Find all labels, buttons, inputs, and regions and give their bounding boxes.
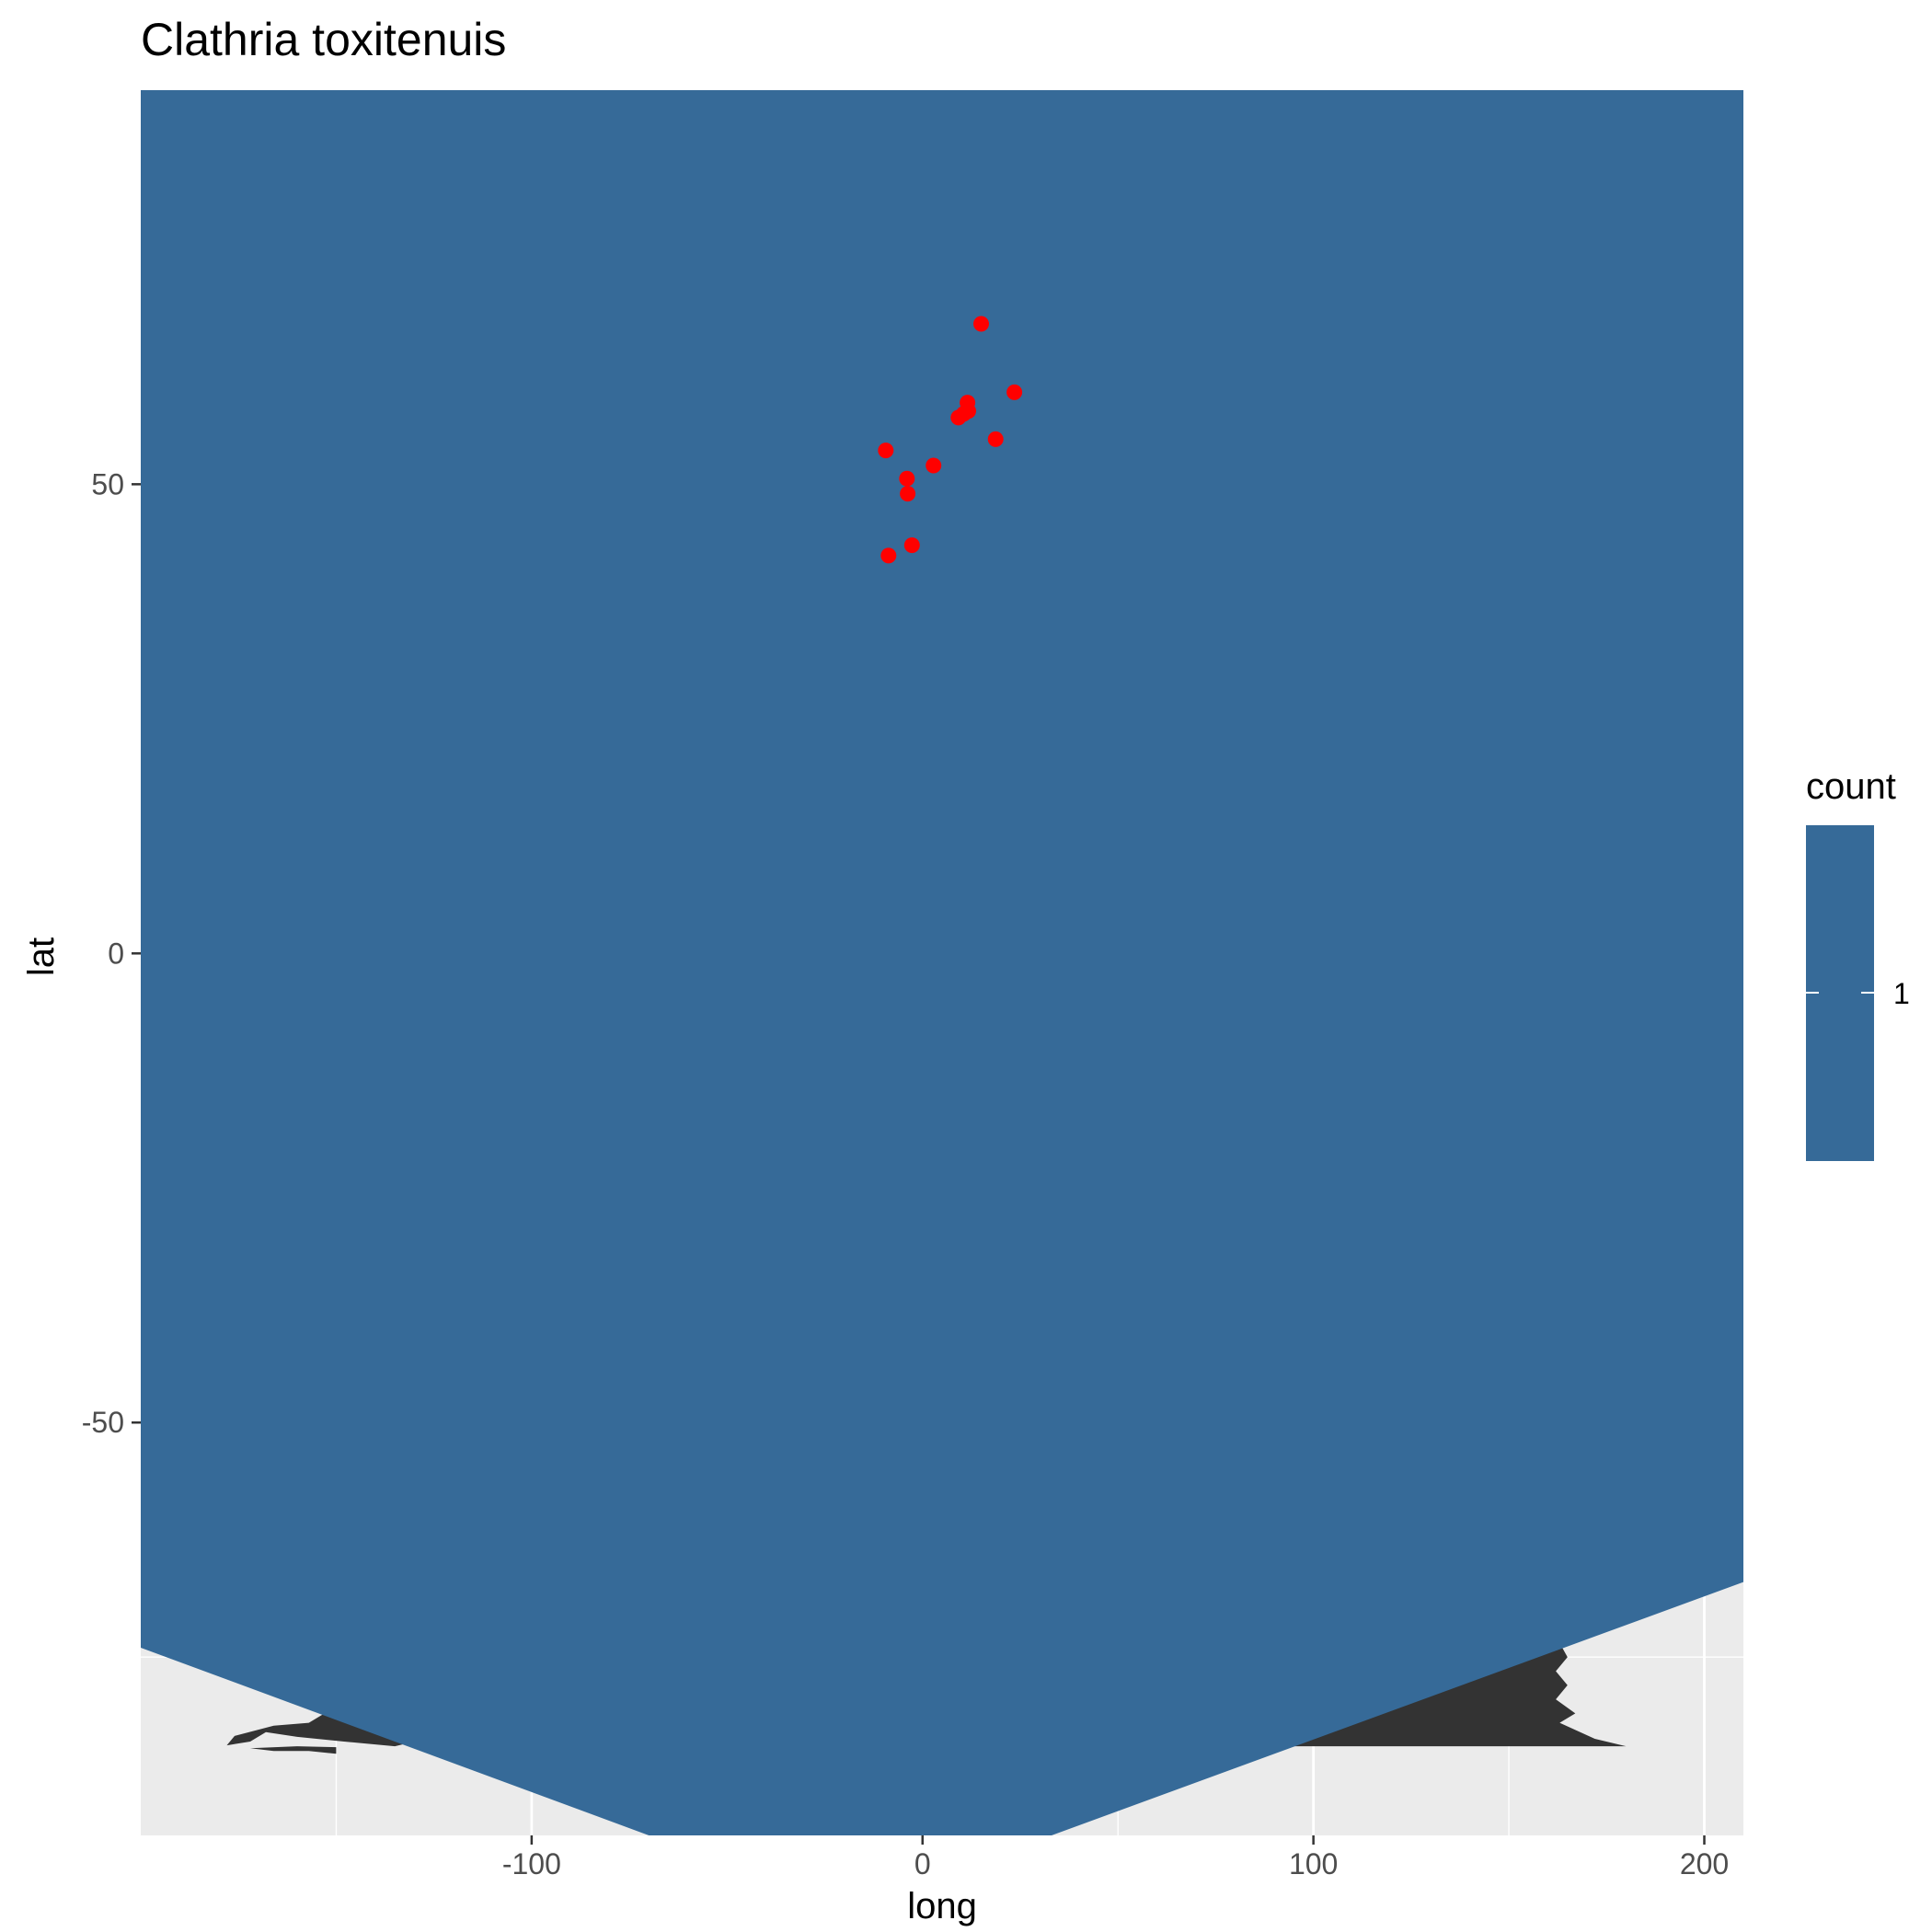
x-tick-label: 200 (1680, 1847, 1729, 1880)
y-axis: -50 0 50 (82, 467, 141, 1439)
x-tick-label: 100 (1289, 1847, 1338, 1880)
x-axis: -100 0 100 200 (502, 1835, 1729, 1880)
data-point (878, 443, 894, 459)
y-tick-label: 0 (108, 937, 124, 970)
data-point (903, 537, 920, 554)
data-point (1006, 384, 1023, 400)
chart-title: Clathria toxitenuis (141, 14, 506, 65)
legend-title: count (1806, 766, 1896, 807)
x-axis-title: long (907, 1886, 977, 1926)
data-point (899, 470, 915, 487)
legend-label: 1 (1893, 977, 1910, 1010)
land-polygon (1294, 1642, 1627, 1747)
data-point (900, 486, 916, 502)
data-point (987, 431, 1004, 447)
legend: count 1 (1806, 766, 1910, 1161)
data-point (950, 409, 967, 426)
data-point (880, 547, 897, 564)
ocean-fill (141, 90, 1743, 1835)
x-tick-label: 0 (914, 1847, 931, 1880)
y-tick-label: 50 (91, 467, 124, 500)
occurrence-points (878, 316, 1023, 564)
x-tick-label: -100 (502, 1847, 561, 1880)
data-point (973, 316, 989, 332)
land-polygon (250, 1746, 337, 1754)
y-axis-title: lat (21, 937, 62, 976)
data-point (926, 457, 942, 474)
y-tick-label: -50 (82, 1406, 124, 1439)
